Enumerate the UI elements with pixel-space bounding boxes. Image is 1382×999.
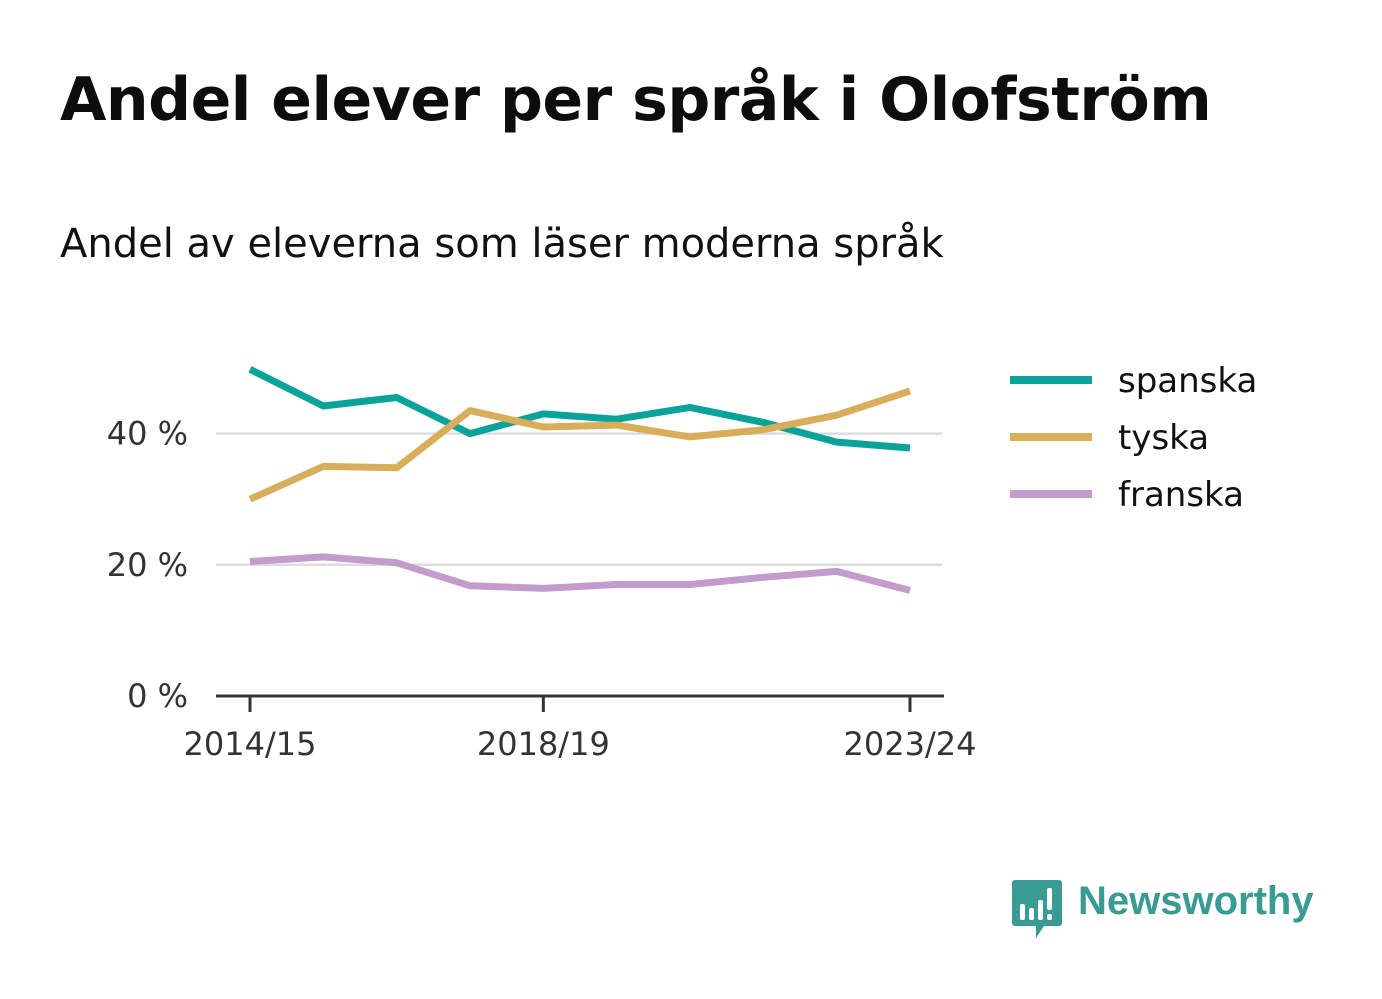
chart-subtitle: Andel av eleverna som läser moderna språ… — [60, 221, 944, 267]
series-line-spanska — [248, 366, 911, 452]
x-tick-label: 2023/24 — [844, 725, 977, 763]
series-line-franska — [249, 553, 911, 594]
legend: spanska tyska franska — [1010, 361, 1257, 515]
x-tick-label: 2018/19 — [477, 725, 610, 763]
x-tick-label: 2014/15 — [184, 725, 317, 763]
gridlines — [216, 432, 942, 567]
x-tick-labels: 2014/15 2018/19 2023/24 — [184, 725, 977, 763]
series-line-tyska — [248, 387, 912, 503]
x-axis — [216, 694, 944, 712]
bar-chart-speech-bubble-icon — [1012, 880, 1062, 938]
y-tick-label: 40 % — [107, 415, 188, 453]
y-tick-label: 0 % — [127, 677, 188, 715]
brand-logo: Newsworthy — [1012, 880, 1314, 940]
legend-label-tyska: tyska — [1118, 418, 1209, 458]
brand-name: Newsworthy — [1078, 879, 1314, 923]
series-lines — [248, 366, 912, 594]
chart-title: Andel elever per språk i Olofström — [60, 65, 1212, 135]
legend-label-spanska: spanska — [1118, 361, 1257, 401]
legend-label-franska: franska — [1118, 475, 1244, 515]
y-tick-label: 20 % — [107, 546, 188, 584]
y-axis: 0 % 20 % 40 % — [107, 415, 188, 715]
